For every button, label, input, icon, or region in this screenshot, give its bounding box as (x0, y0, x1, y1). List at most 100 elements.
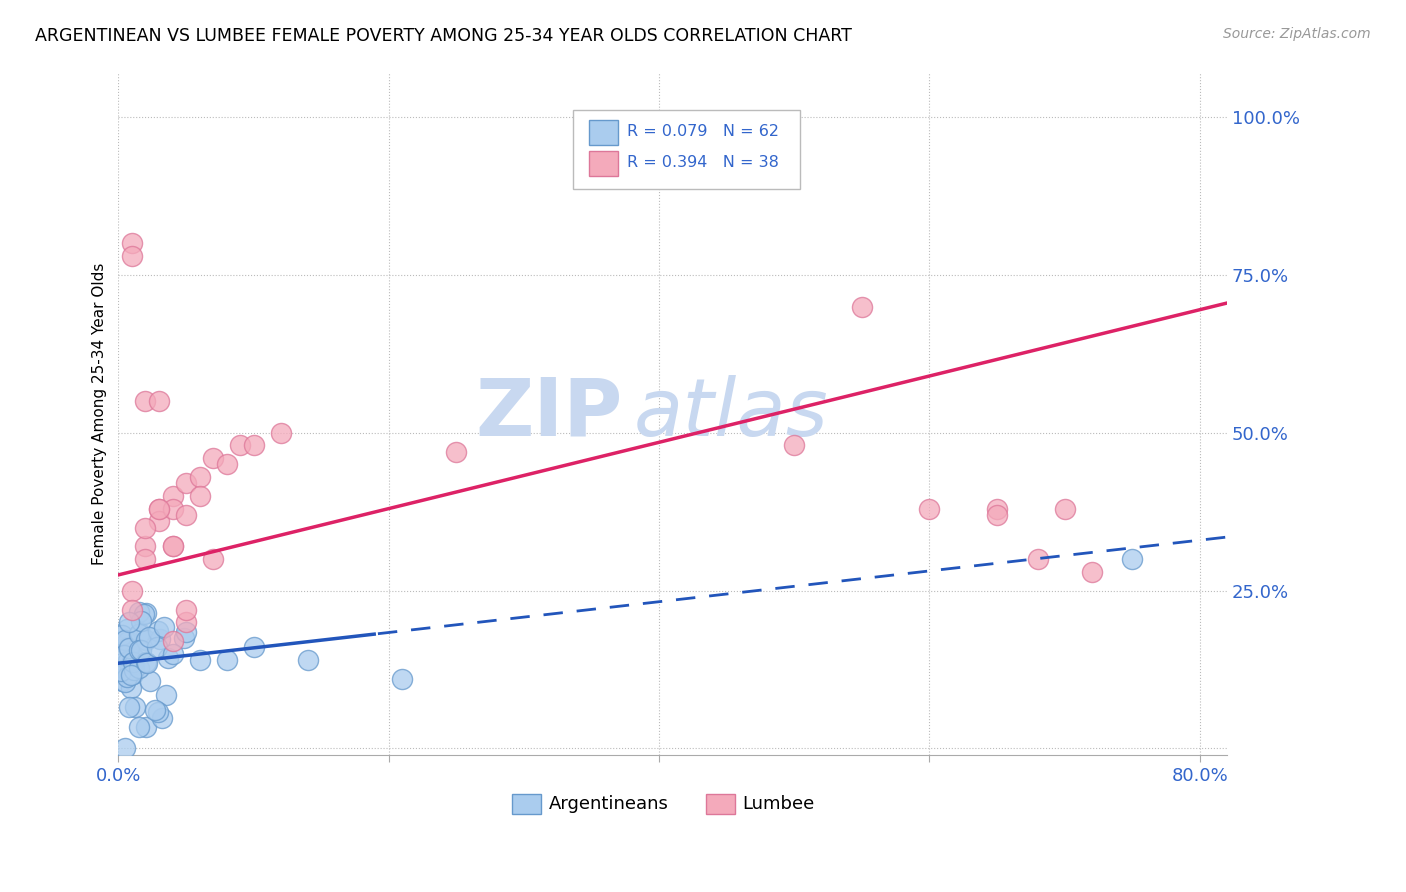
Point (122, 667, 145, 681)
Point (120, 663, 142, 677)
Point (134, 394, 156, 409)
Point (270, 425, 292, 440)
Point (114, 632, 136, 647)
Point (121, 602, 143, 616)
Point (162, 540, 184, 554)
Point (173, 631, 195, 645)
Point (153, 620, 176, 634)
Point (121, 236, 143, 251)
Point (117, 640, 139, 655)
Point (121, 583, 143, 598)
Point (148, 394, 170, 409)
Point (121, 655, 143, 669)
Point (148, 624, 170, 638)
Point (129, 643, 152, 657)
Point (134, 540, 156, 554)
Point (114, 675, 136, 690)
FancyBboxPatch shape (572, 111, 800, 189)
Point (188, 489, 211, 503)
Point (118, 641, 141, 656)
Point (150, 711, 173, 725)
Point (986, 501, 1008, 516)
Point (110, 665, 132, 679)
Point (124, 651, 146, 665)
Text: ZIP: ZIP (475, 375, 623, 453)
Point (114, 741, 136, 756)
Point (120, 668, 142, 682)
Text: R = 0.079   N = 62: R = 0.079 N = 62 (627, 124, 779, 139)
Point (115, 622, 138, 636)
Point (242, 640, 264, 655)
Point (188, 470, 211, 484)
Point (162, 634, 184, 648)
Point (120, 681, 142, 695)
Y-axis label: Female Poverty Among 25-34 Year Olds: Female Poverty Among 25-34 Year Olds (93, 263, 107, 565)
Point (202, 552, 225, 566)
Point (157, 651, 180, 665)
Bar (706, 794, 735, 814)
Bar (589, 120, 619, 145)
Point (124, 700, 146, 714)
Point (146, 640, 169, 654)
Point (121, 649, 143, 664)
Point (129, 614, 152, 628)
Point (446, 444, 468, 458)
Point (121, 249, 143, 263)
Point (135, 633, 157, 648)
Point (162, 489, 184, 503)
Point (136, 656, 159, 670)
Point (174, 615, 197, 630)
Text: Lumbee: Lumbee (742, 795, 814, 813)
Point (229, 438, 252, 452)
Text: atlas: atlas (634, 375, 828, 453)
Text: Source: ZipAtlas.com: Source: ZipAtlas.com (1223, 27, 1371, 41)
Point (148, 514, 170, 528)
Point (148, 501, 170, 516)
Point (134, 552, 156, 566)
Point (1026, 552, 1049, 566)
Point (122, 655, 145, 669)
Point (188, 653, 211, 667)
Point (128, 626, 150, 640)
Point (149, 632, 172, 646)
Point (162, 501, 184, 516)
Point (117, 670, 139, 684)
Bar (512, 794, 541, 814)
Point (174, 508, 197, 522)
Point (162, 647, 184, 661)
Point (117, 634, 139, 648)
Point (111, 673, 134, 688)
Point (986, 508, 1008, 522)
Point (111, 627, 134, 641)
Point (139, 674, 162, 689)
Bar (589, 152, 619, 176)
Point (215, 458, 238, 472)
Point (162, 540, 184, 554)
Point (118, 615, 141, 629)
Point (918, 501, 941, 516)
Point (155, 688, 177, 702)
Point (135, 720, 157, 734)
Point (215, 653, 238, 667)
Point (143, 703, 166, 717)
Point (174, 624, 197, 639)
Point (174, 602, 197, 616)
Point (128, 642, 150, 657)
Text: ARGENTINEAN VS LUMBEE FEMALE POVERTY AMONG 25-34 YEAR OLDS CORRELATION CHART: ARGENTINEAN VS LUMBEE FEMALE POVERTY AMO… (35, 27, 852, 45)
Point (1121, 552, 1143, 566)
Point (115, 663, 138, 677)
Text: Argentineans: Argentineans (548, 795, 668, 813)
Point (1053, 501, 1076, 516)
Point (135, 655, 157, 669)
Point (391, 672, 413, 686)
Point (783, 438, 806, 452)
Point (134, 520, 156, 534)
Point (117, 654, 139, 668)
Point (851, 300, 873, 314)
Point (118, 700, 141, 714)
Point (122, 663, 145, 677)
Point (138, 631, 160, 645)
Point (112, 648, 135, 662)
Text: R = 0.394   N = 38: R = 0.394 N = 38 (627, 155, 779, 170)
Point (122, 657, 145, 671)
